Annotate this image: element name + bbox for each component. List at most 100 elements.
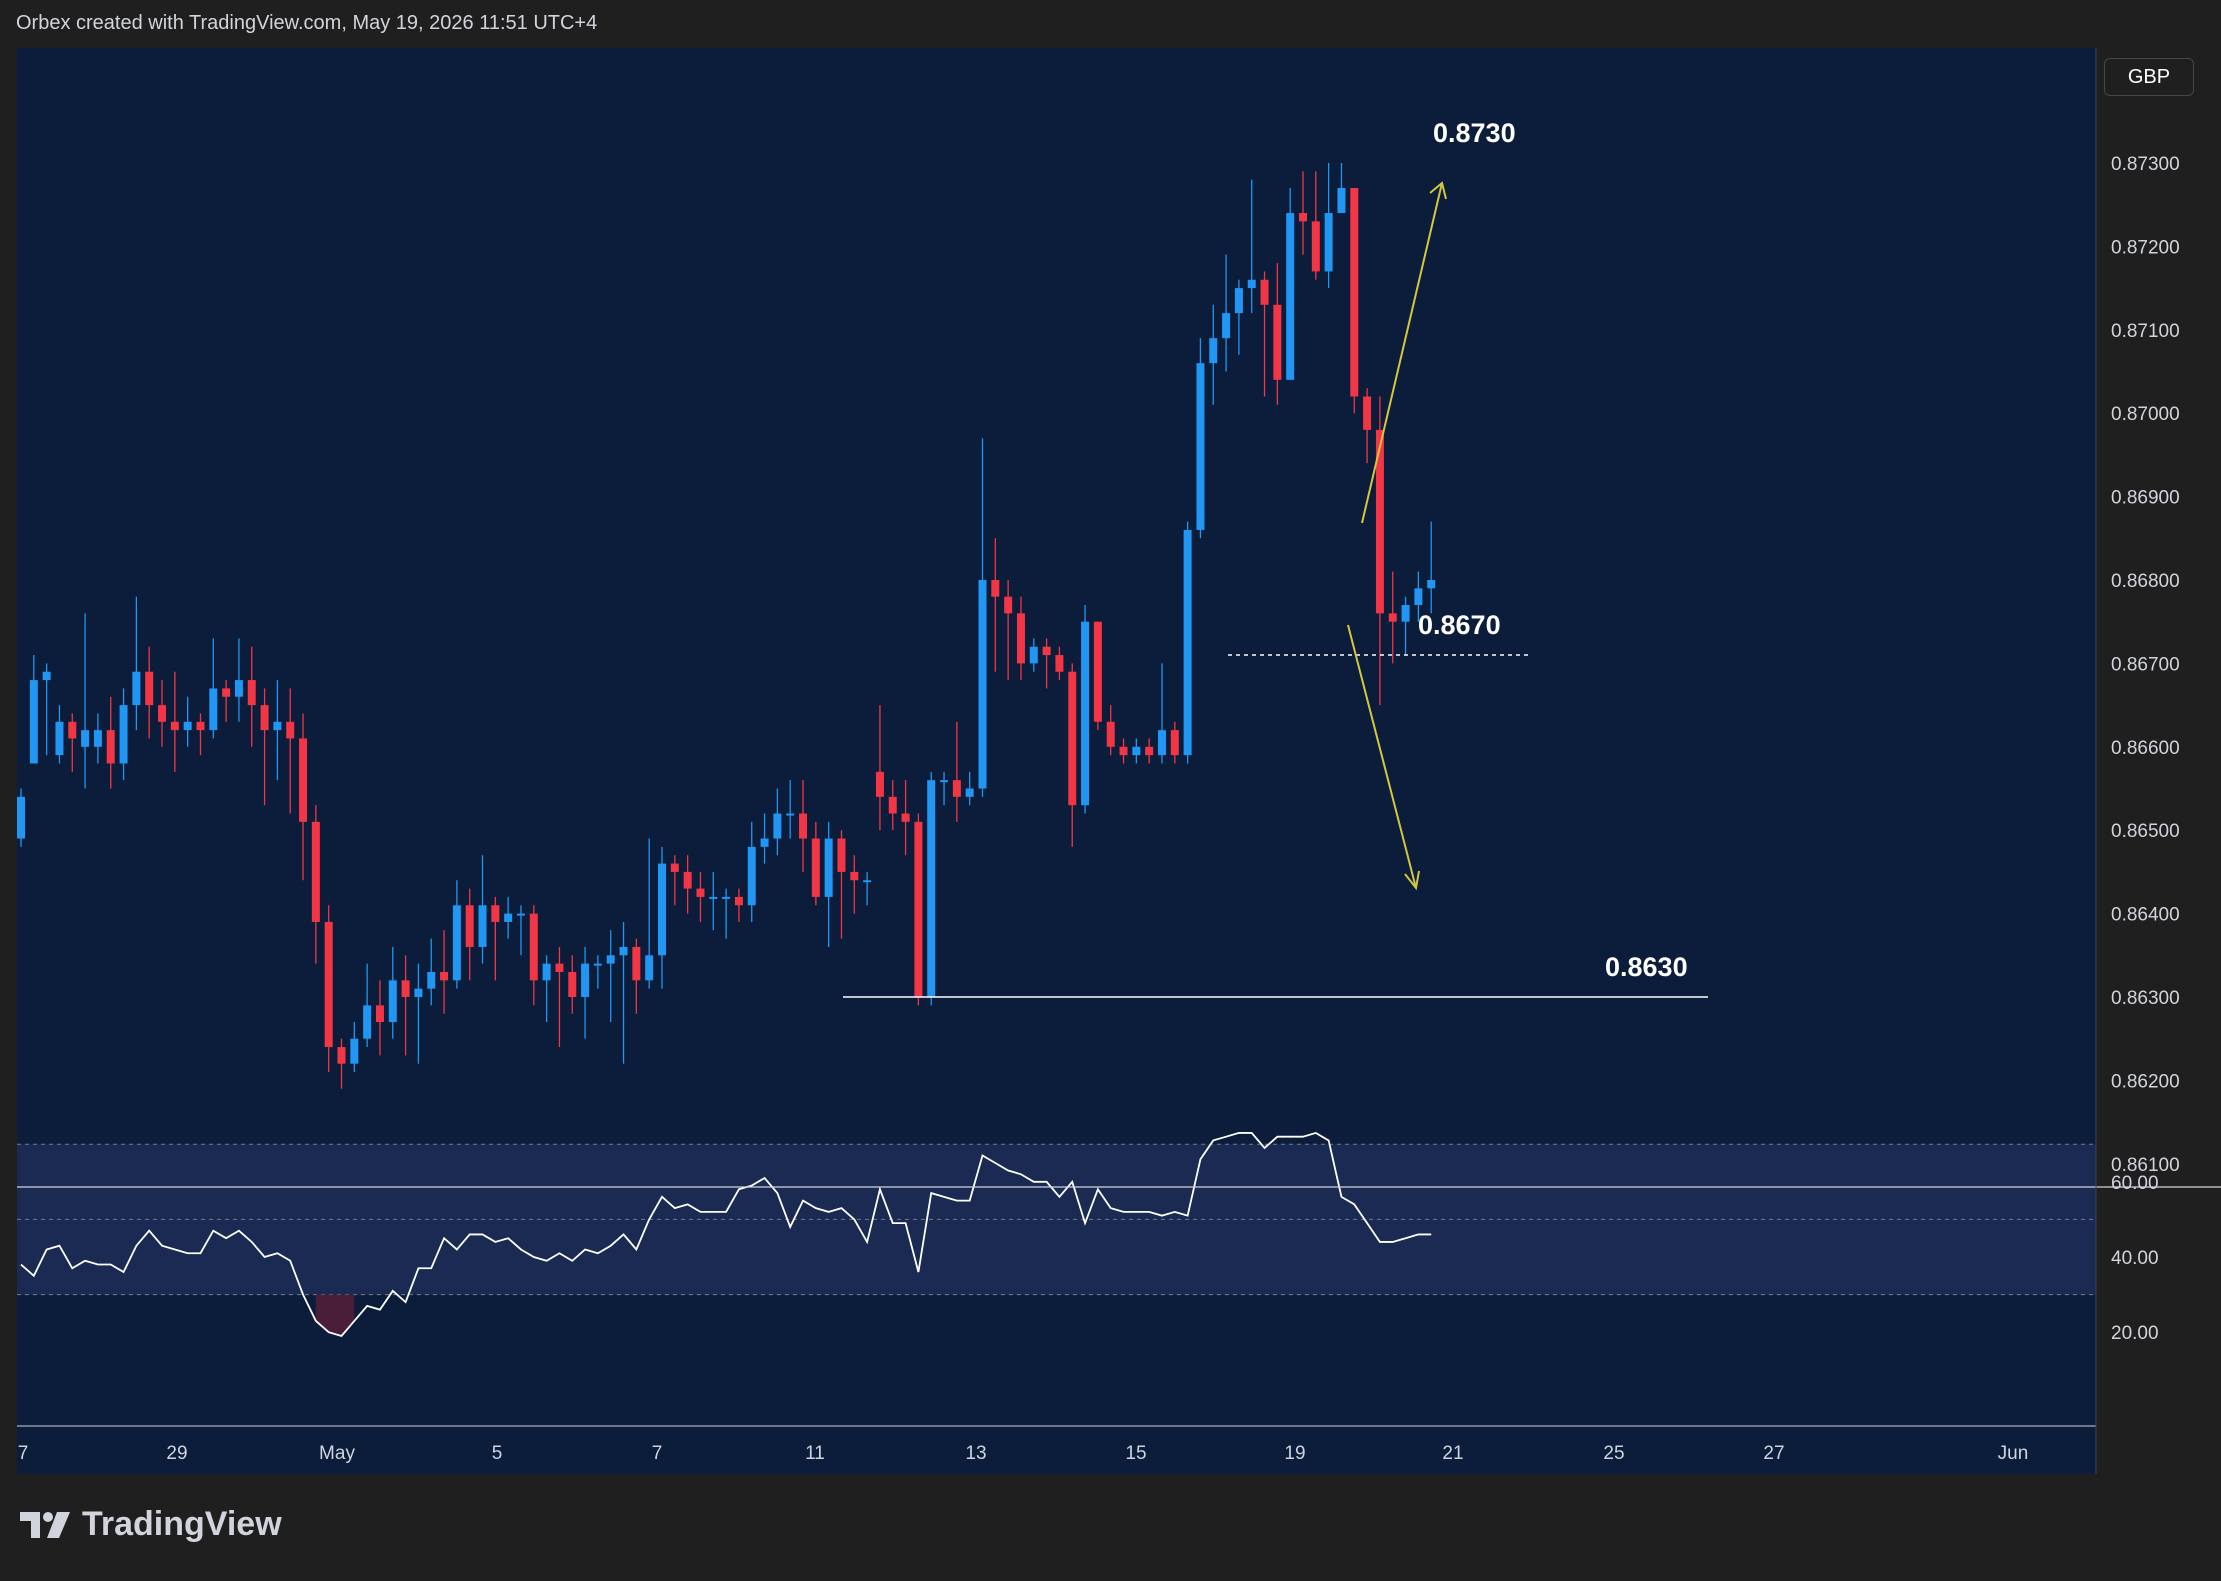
candle-down <box>555 963 564 972</box>
candle-up <box>81 730 90 747</box>
candle-up <box>709 896 718 899</box>
candle-up <box>55 721 64 756</box>
candle-up <box>427 971 436 989</box>
candle-down <box>888 796 897 814</box>
candle-up <box>1157 730 1166 756</box>
candle-down <box>875 771 884 797</box>
candle-down <box>1260 279 1269 305</box>
candle-up <box>593 963 602 966</box>
candle-down <box>696 888 705 897</box>
price-tick-label: 0.87100 <box>2111 321 2180 342</box>
candle-down <box>401 980 410 997</box>
time-tick-label: 13 <box>965 1443 986 1464</box>
candle-up <box>722 896 731 899</box>
candle-up <box>619 946 628 956</box>
candle-down <box>465 905 474 947</box>
price-tick-label: 0.86700 <box>2111 654 2180 675</box>
candle-up <box>581 963 590 997</box>
candle-down <box>1055 655 1064 672</box>
candle-down <box>901 813 910 822</box>
candle-down <box>799 813 808 839</box>
candle-up <box>93 730 102 747</box>
bearish-scenario-arrow <box>1347 624 1417 889</box>
time-tick-label: 25 <box>1603 1443 1624 1464</box>
candle-up <box>747 846 756 906</box>
candle-up <box>978 580 987 789</box>
candle-up <box>132 671 141 706</box>
candle-up <box>1183 529 1192 756</box>
rsi-band-layer <box>17 1143 2096 1336</box>
candle-up <box>773 813 782 839</box>
candle-down <box>1016 613 1025 664</box>
candle-down <box>1299 213 1307 222</box>
candle-up <box>606 955 615 964</box>
candle-down <box>222 688 231 697</box>
candle-up <box>1414 588 1423 606</box>
price-tick-label: 0.86600 <box>2111 738 2180 759</box>
candle-down <box>247 680 256 706</box>
candle-down <box>375 1005 384 1023</box>
candle-down <box>632 946 641 981</box>
candle-up <box>17 796 25 839</box>
price-tick-label: 0.87300 <box>2111 154 2180 175</box>
candle-up <box>1196 363 1205 530</box>
candle-up <box>1324 213 1333 272</box>
candle-up <box>1234 288 1243 314</box>
candle-down <box>170 721 179 731</box>
candle-down <box>1375 429 1384 614</box>
candle-up <box>388 980 397 1023</box>
candle-up <box>350 1038 359 1064</box>
candle-down <box>68 721 77 739</box>
candle-up <box>1081 621 1090 806</box>
level-label-0.8670: 0.8670 <box>1418 610 1501 640</box>
bearish-arrow-head <box>1404 870 1420 891</box>
candle-up <box>1209 338 1218 364</box>
candle-up <box>1222 313 1231 339</box>
arrow-layer <box>1347 181 1447 891</box>
time-tick-label: 21 <box>1442 1443 1463 1464</box>
candle-down <box>1119 746 1128 756</box>
candle-down <box>158 705 167 722</box>
time-tick-label: 19 <box>1284 1443 1305 1464</box>
candle-down <box>324 921 333 1048</box>
candle-down <box>1350 188 1359 397</box>
candle-up <box>786 813 795 816</box>
candle-up <box>234 680 243 697</box>
time-tick-label: 11 <box>805 1443 825 1464</box>
price-tick-label: 0.86100 <box>2111 1155 2180 1176</box>
candle-down <box>311 821 320 922</box>
candle-down <box>286 721 295 739</box>
candle-down <box>734 896 743 906</box>
rsi-line <box>20 1131 1432 1337</box>
candle-up <box>1401 605 1410 622</box>
candle-down <box>1106 721 1115 747</box>
candle-down <box>811 838 820 897</box>
candle-up <box>1132 746 1141 756</box>
candle-down <box>568 971 577 997</box>
candle-up <box>645 955 654 981</box>
candle-down <box>1170 730 1179 756</box>
candle-up <box>863 880 872 883</box>
tradingview-logo[interactable]: TradingView <box>20 1505 282 1544</box>
price-tick-label: 0.86300 <box>2111 988 2180 1009</box>
candle-down <box>440 971 449 981</box>
candle-up <box>42 671 51 681</box>
bullish-arrow-head <box>1429 181 1447 200</box>
candle-down <box>670 863 679 872</box>
level-layer: 0.8730 0.8670 0.8630 <box>843 118 1708 998</box>
rsi-tick-label: 20.00 <box>2111 1323 2159 1344</box>
candle-down <box>991 580 1000 597</box>
candle-up <box>1427 580 1436 589</box>
candle-down <box>145 671 154 706</box>
price-axis[interactable] <box>2096 48 2204 1474</box>
candle-down <box>683 871 692 889</box>
currency-badge[interactable]: GBP <box>2104 58 2194 96</box>
candle-down <box>1004 596 1013 614</box>
candle-down <box>914 821 923 997</box>
candle-down <box>106 730 115 764</box>
price-tick-label: 0.86400 <box>2111 905 2180 926</box>
bullish-scenario-arrow <box>1361 182 1443 524</box>
price-tick-label: 0.87000 <box>2111 404 2180 425</box>
level-label-0.8630: 0.8630 <box>1605 952 1688 982</box>
